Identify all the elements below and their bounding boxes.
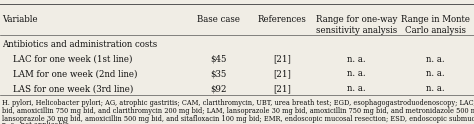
Text: n. a.: n. a.: [426, 69, 445, 78]
Text: n. a.: n. a.: [426, 84, 445, 93]
Text: n. a.: n. a.: [347, 84, 366, 93]
Text: n. a.: n. a.: [347, 55, 366, 64]
Text: Antibiotics and administration costs: Antibiotics and administration costs: [2, 40, 158, 49]
Text: LAS for one week (3rd line): LAS for one week (3rd line): [2, 84, 134, 93]
Text: lansoprazole 30 mg bid, amoxicillin 500 mg bid, and sitafloxacin 100 mg bid; EMR: lansoprazole 30 mg bid, amoxicillin 500 …: [2, 115, 474, 123]
Text: $92: $92: [210, 84, 226, 93]
Text: [21]: [21]: [273, 55, 291, 64]
Text: n. a., not applicable.: n. a., not applicable.: [2, 121, 72, 124]
Text: [21]: [21]: [273, 69, 291, 78]
Text: $45: $45: [210, 55, 226, 64]
Text: Range in Monte
Carlo analysis: Range in Monte Carlo analysis: [401, 15, 470, 35]
Text: Base case: Base case: [197, 15, 239, 24]
Text: Range for one-way
sensitivity analysis: Range for one-way sensitivity analysis: [316, 15, 397, 35]
Text: n. a.: n. a.: [426, 55, 445, 64]
Text: Variable: Variable: [2, 15, 38, 24]
Text: $35: $35: [210, 69, 226, 78]
Text: LAC for one week (1st line): LAC for one week (1st line): [2, 55, 133, 64]
Text: [21]: [21]: [273, 84, 291, 93]
Text: n. a.: n. a.: [347, 69, 366, 78]
Text: References: References: [257, 15, 307, 24]
Text: H. pylori, Helicobacter pylori; AG, atrophic gastritis; CAM, clarithromycin, UBT: H. pylori, Helicobacter pylori; AG, atro…: [2, 99, 474, 107]
Text: bid, amoxicillin 750 mg bid, and clarithromycin 200 mg bid; LAM, lansoprazole 30: bid, amoxicillin 750 mg bid, and clarith…: [2, 107, 474, 115]
Text: LAM for one week (2nd line): LAM for one week (2nd line): [2, 69, 138, 78]
